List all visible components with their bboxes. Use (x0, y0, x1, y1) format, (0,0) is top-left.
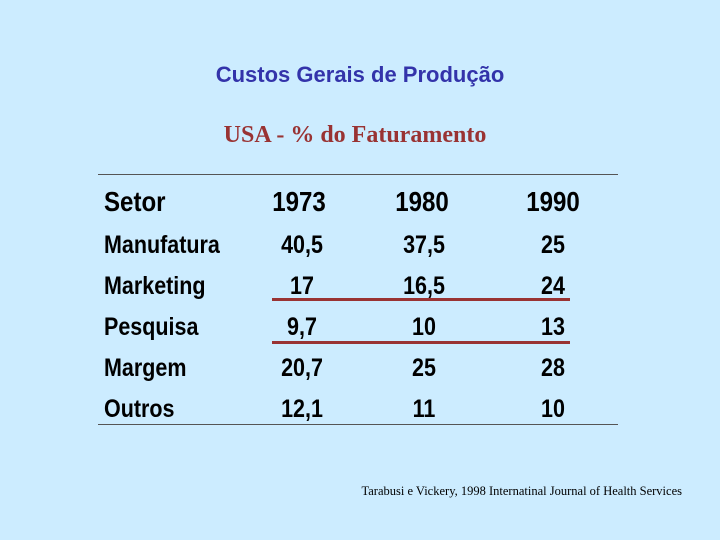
row-margem-1990: 28 (541, 354, 565, 382)
slide-title: Custos Gerais de Produção (215, 62, 505, 87)
row-marketing-1990: 24 (541, 272, 565, 300)
table-bottom-rule (98, 424, 618, 425)
table-top-rule (98, 174, 618, 175)
header-1990: 1990 (526, 186, 580, 217)
source-citation: Tarabusi e Vickery, 1998 Internatinal Jo… (361, 484, 683, 498)
row-setor-margem: Margem (104, 354, 187, 382)
highlight-underline-marketing (272, 298, 570, 301)
row-marketing-1980: 16,5 (403, 272, 445, 300)
row-setor-manufatura: Manufatura (104, 231, 220, 259)
row-outros-1990: 10 (541, 395, 565, 423)
row-pesquisa-1980: 10 (412, 313, 436, 341)
row-setor-marketing: Marketing (104, 272, 206, 300)
header-1980: 1980 (395, 186, 449, 217)
row-pesquisa-1973: 9,7 (287, 313, 317, 341)
row-pesquisa-1990: 13 (541, 313, 565, 341)
row-outros-1973: 12,1 (281, 395, 323, 423)
slide-subtitle: USA - % do Faturamento (223, 122, 487, 148)
row-manufatura-1990: 25 (541, 231, 565, 259)
row-marketing-1973: 17 (290, 272, 314, 300)
row-manufatura-1973: 40,5 (281, 231, 323, 259)
row-outros-1980: 11 (412, 395, 436, 423)
header-setor: Setor (104, 186, 166, 217)
row-setor-pesquisa: Pesquisa (104, 313, 199, 341)
highlight-underline-pesquisa (272, 341, 570, 344)
row-margem-1980: 25 (412, 354, 436, 382)
row-margem-1973: 20,7 (281, 354, 323, 382)
row-setor-outros: Outros (104, 395, 175, 423)
header-1973: 1973 (272, 186, 326, 217)
row-manufatura-1980: 37,5 (403, 231, 445, 259)
